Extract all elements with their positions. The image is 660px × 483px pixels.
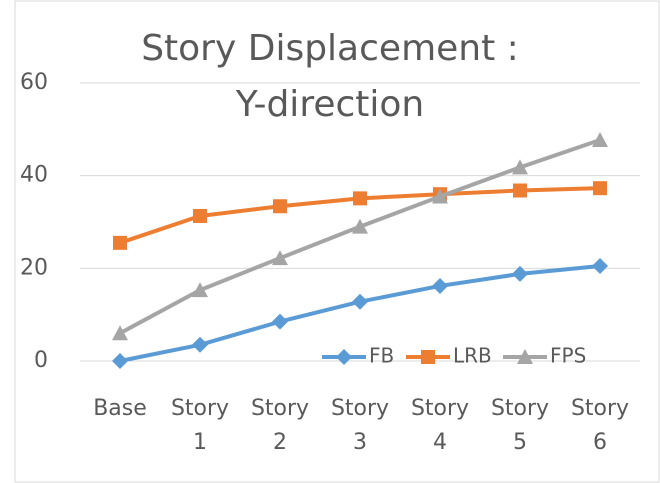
point-marker	[113, 235, 127, 250]
point-marker	[112, 353, 128, 369]
legend-marker	[336, 349, 352, 365]
point-marker	[272, 250, 288, 266]
legend-label: FB	[369, 344, 394, 368]
x-tick-label: Story 2	[251, 396, 309, 455]
point-marker	[512, 159, 528, 175]
y-tick-label: 0	[34, 348, 48, 373]
y-tick-label: 60	[20, 70, 48, 95]
chart-title: Story Displacement : Y-direction	[141, 28, 519, 125]
legend-marker	[517, 349, 533, 364]
point-marker	[513, 183, 527, 198]
point-marker	[432, 277, 448, 294]
point-marker	[192, 282, 208, 298]
y-tick-label: 40	[20, 163, 48, 188]
point-marker	[353, 191, 367, 206]
legend-marker	[421, 350, 435, 364]
point-marker	[272, 313, 288, 330]
point-marker	[352, 218, 368, 234]
point-marker	[592, 131, 608, 147]
x-tick-label: Base	[93, 396, 147, 421]
point-marker	[193, 208, 207, 223]
point-marker	[352, 293, 368, 310]
x-tick-label: Story 6	[571, 396, 629, 455]
x-tick-label: Story 1	[171, 396, 229, 455]
legend-label: LRB	[453, 344, 492, 368]
point-marker	[273, 199, 287, 214]
point-marker	[432, 188, 448, 204]
point-marker	[512, 265, 528, 282]
point-marker	[112, 325, 128, 341]
legend-label: FPS	[550, 344, 586, 368]
x-tick-label: Story 4	[411, 396, 469, 455]
point-marker	[592, 258, 608, 275]
x-tick-label: Story 3	[331, 396, 389, 455]
point-marker	[593, 181, 607, 196]
y-tick-label: 20	[20, 255, 48, 280]
x-tick-label: Story 5	[491, 396, 549, 455]
point-marker	[192, 336, 208, 353]
